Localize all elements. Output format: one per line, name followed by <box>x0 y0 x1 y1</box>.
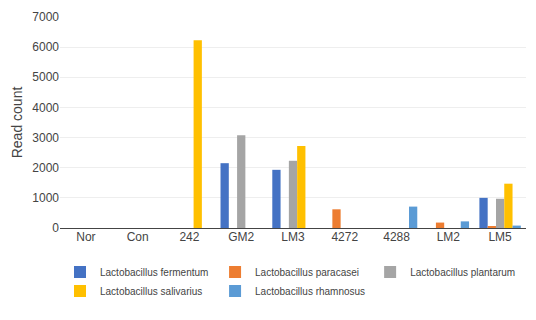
svg-text:6000: 6000 <box>32 40 59 54</box>
svg-text:Lactobacillus paracasei: Lactobacillus paracasei <box>255 267 359 278</box>
svg-text:LM3: LM3 <box>281 230 305 244</box>
svg-text:LM2: LM2 <box>437 230 461 244</box>
svg-text:1000: 1000 <box>32 191 59 205</box>
svg-text:4288: 4288 <box>383 230 410 244</box>
svg-text:Con: Con <box>127 230 149 244</box>
svg-text:3000: 3000 <box>32 131 59 145</box>
svg-text:242: 242 <box>179 230 199 244</box>
svg-text:0: 0 <box>52 221 59 235</box>
svg-text:Read count: Read count <box>9 87 25 159</box>
svg-text:Lactobacillus plantarum: Lactobacillus plantarum <box>410 267 515 278</box>
svg-text:GM2: GM2 <box>228 230 254 244</box>
svg-text:7000: 7000 <box>32 10 59 24</box>
svg-text:2000: 2000 <box>32 161 59 175</box>
svg-text:Lactobacillus rhamnosus: Lactobacillus rhamnosus <box>255 286 365 297</box>
svg-text:Lactobacillus fermentum: Lactobacillus fermentum <box>100 267 208 278</box>
svg-text:5000: 5000 <box>32 70 59 84</box>
svg-text:Lactobacillus salivarius: Lactobacillus salivarius <box>100 286 202 297</box>
svg-text:Nor: Nor <box>76 230 95 244</box>
svg-text:4000: 4000 <box>32 101 59 115</box>
svg-text:LM5: LM5 <box>488 230 512 244</box>
svg-text:4272: 4272 <box>331 230 358 244</box>
